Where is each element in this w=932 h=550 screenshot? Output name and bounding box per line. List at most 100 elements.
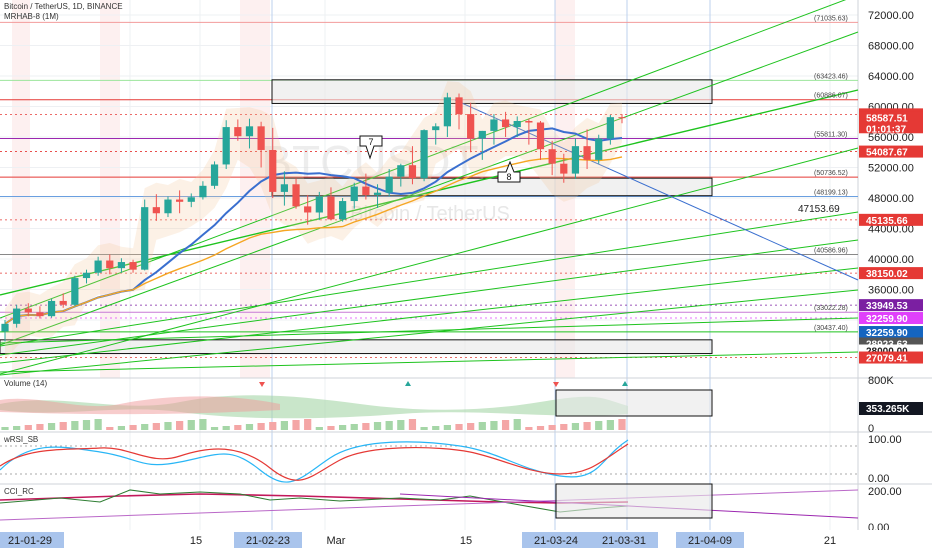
time-axis[interactable]: 21-01-29 15 21-02-23 Mar 15 21-03-24 21-03-31 2… xyxy=(0,530,932,550)
price-tag-2: 54087.67 xyxy=(866,148,908,159)
trendline-5[interactable] xyxy=(0,239,859,356)
level-label-7: (33022.28) xyxy=(814,305,848,312)
volume-bar-2 xyxy=(24,425,32,430)
volume-label: Volume (14) xyxy=(4,379,47,388)
wrsi-axis-high: 100.00 xyxy=(868,434,902,446)
volume-bar-39 xyxy=(455,424,463,430)
candle-body-11 xyxy=(129,262,137,270)
candle-body-12 xyxy=(141,207,149,270)
volume-bar-48 xyxy=(560,424,568,430)
volume-bar-36 xyxy=(420,427,428,430)
annotation-47153: 47153.69 xyxy=(798,204,840,215)
time-label-4[interactable]: 15 xyxy=(460,535,472,547)
trendline-7[interactable] xyxy=(0,289,859,376)
time-label-1[interactable]: 15 xyxy=(190,535,202,547)
candle-body-5 xyxy=(59,300,67,305)
time-label-bg-2 xyxy=(234,532,302,548)
candle-body-2 xyxy=(24,308,32,313)
price-tag-bg-4 xyxy=(859,267,923,280)
volume-bar-47 xyxy=(548,425,556,430)
trendline-8[interactable] xyxy=(0,317,859,344)
volume-bar-42 xyxy=(490,421,498,430)
volume-bar-33 xyxy=(385,421,393,430)
level-label-5: (48199.13) xyxy=(814,189,848,196)
candle-body-31 xyxy=(362,186,370,195)
price-tick-5: 52000.00 xyxy=(868,163,914,175)
candle-body-51 xyxy=(595,138,603,160)
time-label-0[interactable]: 21-01-29 xyxy=(8,535,52,547)
wrsi-label: wRSI_SB xyxy=(3,435,38,444)
price-tag-bg-1 xyxy=(859,111,923,134)
candle-body-23 xyxy=(269,149,277,192)
cci-axis-high: 200.00 xyxy=(868,486,902,498)
time-label-bg-0 xyxy=(0,532,64,548)
time-label-8[interactable]: 21 xyxy=(824,535,836,547)
time-label-bg-6 xyxy=(590,532,658,548)
price-tag-sub-1: 01:01:37 xyxy=(866,124,906,135)
price-tick-6: 48000.00 xyxy=(868,193,914,205)
volume-bar-13 xyxy=(152,423,160,430)
shade-column-2 xyxy=(240,0,270,378)
trendline-9[interactable] xyxy=(0,351,859,373)
volume-band-red xyxy=(0,396,280,415)
cci-label: CCI_RC xyxy=(4,487,34,496)
wrsi-signal xyxy=(0,443,629,481)
volume-bar-15 xyxy=(176,421,184,430)
volume-bar-46 xyxy=(536,426,545,430)
price-tag-bg-5 xyxy=(859,299,923,312)
volume-bar-7 xyxy=(82,420,91,430)
volume-bar-35 xyxy=(408,419,417,430)
candle-body-14 xyxy=(164,199,172,214)
volume-bar-9 xyxy=(106,427,114,430)
candle-body-15 xyxy=(176,199,184,202)
zone-boxes[interactable] xyxy=(0,79,713,355)
cci-zone-box xyxy=(555,483,713,519)
chart-background xyxy=(12,0,575,378)
volume-bar-17 xyxy=(199,419,207,430)
time-label-3[interactable]: Mar xyxy=(327,535,346,547)
chart-title: Bitcoin / TetherUS, 1D, BINANCE xyxy=(4,2,123,11)
trendline-4[interactable] xyxy=(0,211,859,347)
candle-body-9 xyxy=(106,260,114,269)
candle-body-33 xyxy=(385,176,393,193)
price-tick-7: 44000.00 xyxy=(868,224,914,236)
volume-bar-12 xyxy=(141,424,149,430)
trendline-down[interactable] xyxy=(454,99,859,281)
volume-bar-50 xyxy=(583,422,591,430)
volume-bar-30 xyxy=(350,424,358,430)
candle-body-30 xyxy=(350,186,358,202)
candle-body-45 xyxy=(525,120,533,123)
volume-arrow-0 xyxy=(259,382,265,387)
candle-body-4 xyxy=(47,300,56,317)
candle-body-13 xyxy=(152,207,160,214)
time-label-5[interactable]: 21-03-24 xyxy=(534,535,578,547)
price-tag-bg-10 xyxy=(859,351,923,364)
trendline-1[interactable] xyxy=(0,31,859,346)
trendline-6[interactable] xyxy=(0,267,859,364)
ma-orange xyxy=(4,156,623,325)
volume-axis-low: 0 xyxy=(868,423,874,435)
volume-bar-8 xyxy=(94,419,102,430)
volume-bar-40 xyxy=(467,423,475,430)
level-label-1: (63423.46) xyxy=(814,73,848,80)
volume-bar-11 xyxy=(129,425,137,430)
volume-bar-20 xyxy=(234,425,242,430)
trend-lines[interactable] xyxy=(0,0,859,376)
volume-band-green xyxy=(0,395,628,419)
time-label-7[interactable]: 21-04-09 xyxy=(688,535,732,547)
time-label-2[interactable]: 21-02-23 xyxy=(246,535,290,547)
candle-body-36 xyxy=(420,130,428,179)
volume-value: 353.265K xyxy=(866,404,910,415)
indicator-title: MRHAB-8 (1M) xyxy=(4,12,59,21)
candle-body-24 xyxy=(280,184,289,192)
time-label-6[interactable]: 21-03-31 xyxy=(602,535,646,547)
price-tick-8: 40000.00 xyxy=(868,254,914,266)
candle-body-26 xyxy=(304,206,312,213)
price-tick-4: 56000.00 xyxy=(868,132,914,144)
cci-signal xyxy=(0,493,629,504)
zone-box-upper[interactable] xyxy=(271,79,713,104)
candle-body-38 xyxy=(443,97,451,127)
price-tags: 58968.3158587.5101:01:3754087.6745135.66… xyxy=(859,108,923,365)
shade-column-0 xyxy=(12,0,30,378)
